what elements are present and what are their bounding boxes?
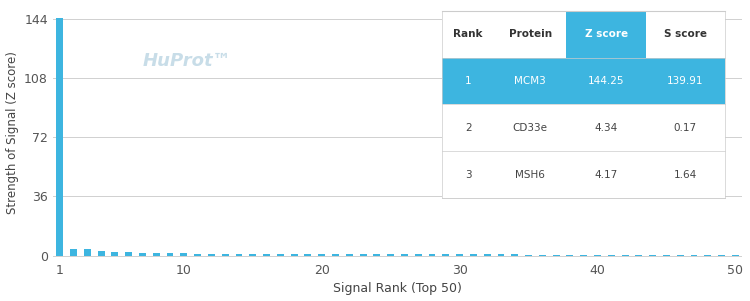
Bar xyxy=(456,254,463,256)
Bar xyxy=(125,253,132,256)
Bar xyxy=(566,11,646,57)
Bar xyxy=(346,254,352,256)
Text: Z score: Z score xyxy=(584,29,628,39)
Bar xyxy=(566,255,573,256)
Bar xyxy=(194,253,201,256)
Bar xyxy=(291,254,298,256)
Text: 3: 3 xyxy=(465,170,472,180)
Text: 1: 1 xyxy=(465,76,472,86)
Bar xyxy=(704,255,711,256)
Bar xyxy=(70,249,77,256)
Bar xyxy=(553,255,560,256)
Bar xyxy=(236,254,242,256)
Bar xyxy=(497,254,505,256)
Bar xyxy=(442,11,725,198)
Bar xyxy=(112,252,118,256)
Bar xyxy=(539,255,546,256)
Bar xyxy=(580,255,587,256)
Text: 144.25: 144.25 xyxy=(588,76,624,86)
Text: CD33e: CD33e xyxy=(513,123,548,133)
Text: 4.34: 4.34 xyxy=(595,123,618,133)
Bar xyxy=(332,254,339,256)
Bar xyxy=(525,255,532,256)
Bar xyxy=(153,253,160,256)
Bar xyxy=(676,255,684,256)
Text: Protein: Protein xyxy=(509,29,552,39)
Bar xyxy=(222,254,229,256)
Text: 4.17: 4.17 xyxy=(595,170,618,180)
Bar xyxy=(318,254,326,256)
Bar xyxy=(401,254,408,256)
Bar xyxy=(691,255,698,256)
Bar xyxy=(263,254,270,256)
Text: 0.17: 0.17 xyxy=(674,123,697,133)
Bar xyxy=(484,254,490,256)
Bar xyxy=(360,254,367,256)
Bar xyxy=(470,254,477,256)
Bar xyxy=(304,254,311,256)
Bar xyxy=(166,253,173,256)
Bar xyxy=(732,255,739,256)
Y-axis label: Strength of Signal (Z score): Strength of Signal (Z score) xyxy=(5,51,19,214)
Text: 2: 2 xyxy=(465,123,472,133)
Bar xyxy=(594,255,601,256)
Bar xyxy=(208,254,214,256)
Bar xyxy=(442,57,725,104)
Bar xyxy=(608,255,615,256)
Bar xyxy=(512,254,518,256)
Bar xyxy=(635,255,642,256)
Text: S score: S score xyxy=(664,29,707,39)
Bar xyxy=(622,255,628,256)
Text: 139.91: 139.91 xyxy=(668,76,704,86)
Bar xyxy=(387,254,394,256)
Bar xyxy=(650,255,656,256)
Bar xyxy=(718,255,725,256)
Bar xyxy=(249,254,256,256)
X-axis label: Signal Rank (Top 50): Signal Rank (Top 50) xyxy=(333,282,462,296)
Bar xyxy=(663,255,670,256)
Bar xyxy=(374,254,380,256)
Bar xyxy=(139,253,146,256)
Bar xyxy=(277,254,284,256)
Text: MSH6: MSH6 xyxy=(515,170,545,180)
Text: Rank: Rank xyxy=(454,29,483,39)
Bar xyxy=(98,251,104,256)
Bar xyxy=(84,249,91,256)
Bar xyxy=(428,254,436,256)
Text: MCM3: MCM3 xyxy=(514,76,546,86)
Bar xyxy=(442,254,449,256)
Text: 1.64: 1.64 xyxy=(674,170,697,180)
Bar xyxy=(415,254,422,256)
Bar xyxy=(181,253,188,256)
Bar xyxy=(56,18,63,256)
Text: HuProt™: HuProt™ xyxy=(142,52,231,70)
